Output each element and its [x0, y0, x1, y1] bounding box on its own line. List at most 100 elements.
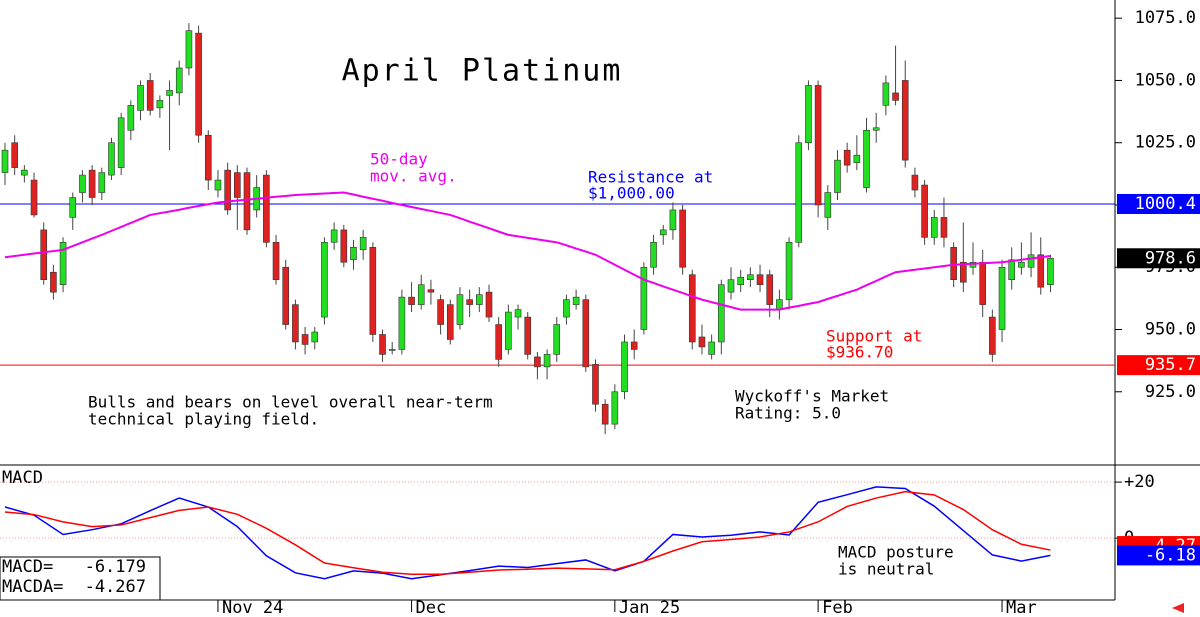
candle-body: [582, 299, 590, 368]
candle-body: [563, 299, 570, 318]
candle-body: [156, 100, 164, 109]
level-value: 1000.4: [1135, 194, 1196, 214]
candle-body: [117, 117, 125, 168]
macd-panel-title: MACD: [2, 468, 43, 488]
candle-body: [40, 229, 48, 280]
x-tick-label: Mar: [1006, 598, 1037, 617]
level-value-box: [1117, 355, 1200, 376]
macd-line: [4, 486, 1051, 580]
candle-body: [1018, 261, 1025, 268]
candle-body: [146, 80, 154, 111]
y-tick-label: 925.0: [1145, 382, 1196, 402]
candle-body: [398, 296, 406, 350]
candle-body: [679, 209, 686, 268]
x-tick-label: Dec: [416, 598, 447, 617]
candle-body: [621, 341, 628, 393]
y-tick-label: +20: [1124, 472, 1155, 492]
macd-line: [4, 490, 1051, 575]
candle-body: [272, 242, 280, 280]
candle-body: [359, 237, 367, 251]
candle-body: [601, 403, 609, 425]
plot: 925.0950.0975.01000.01025.01050.01075.0+…: [0, 8, 1200, 617]
candle-body: [514, 309, 522, 318]
candle-body: [795, 142, 803, 243]
candle-body: [388, 349, 396, 351]
candle-body: [766, 274, 774, 305]
candle-body: [824, 192, 832, 218]
candle-body: [892, 92, 899, 101]
candle-body: [427, 289, 435, 293]
candle-body: [127, 105, 135, 131]
candle-body: [524, 316, 532, 355]
candle-body: [747, 274, 754, 280]
candle-body: [727, 279, 735, 293]
candle-body: [301, 334, 309, 345]
candle-body: [1027, 254, 1035, 268]
annotation: Rating: 5.0: [735, 404, 841, 423]
candle-body: [446, 304, 454, 340]
candle-body: [534, 356, 541, 368]
candle-body: [185, 30, 193, 69]
candle-body: [330, 229, 338, 243]
candle-body: [350, 247, 357, 261]
candle-body: [650, 242, 657, 268]
candle-body: [108, 142, 115, 176]
candle-body: [417, 284, 425, 305]
candle-body: [989, 316, 996, 355]
candle-body: [979, 261, 986, 305]
candle-body: [698, 336, 706, 348]
arrow-icon[interactable]: [1172, 603, 1184, 613]
candle-body: [756, 274, 764, 285]
candle-body: [224, 169, 231, 211]
candle-body: [1, 149, 9, 173]
candle-body: [379, 334, 386, 355]
y-tick-label: 1075.0: [1135, 8, 1196, 28]
candle-body: [930, 217, 938, 238]
moving-average: [4, 191, 1051, 311]
candle-body: [785, 242, 793, 300]
candle-body: [630, 341, 638, 350]
candle-body: [718, 284, 725, 343]
candle-body: [204, 134, 212, 181]
x-tick-label: Nov 24: [222, 598, 283, 617]
candle-body: [776, 299, 783, 310]
readout-value: -6.179: [85, 557, 146, 577]
candle-body: [311, 331, 319, 343]
candle-body: [882, 82, 890, 106]
level-value: 935.7: [1145, 355, 1196, 375]
candle-body: [137, 85, 144, 111]
candle-body: [98, 172, 106, 193]
macd-note: MACD posture: [838, 543, 954, 562]
level-label: $936.70: [826, 343, 893, 362]
candle-body: [30, 179, 38, 216]
candle-body: [1008, 259, 1016, 280]
candle-body: [243, 172, 251, 231]
x-tick-label: Jan 25: [619, 598, 680, 617]
candle-body: [640, 266, 648, 330]
candle-body: [960, 261, 967, 283]
annotation: Bulls and bears on level overall near-te…: [88, 393, 493, 412]
candle-body: [214, 179, 222, 191]
candle-body: [69, 197, 77, 218]
candle-body: [263, 174, 270, 243]
last-close: 978.6: [1145, 248, 1196, 268]
candle-body: [940, 217, 948, 238]
candle-body: [59, 242, 67, 285]
annotation: 50-day: [370, 150, 428, 169]
candle-body: [234, 172, 241, 198]
candle-body: [998, 266, 1006, 330]
candle-body: [340, 229, 348, 263]
readout-value: -4.267: [85, 577, 146, 597]
candle-body: [437, 299, 444, 325]
level-value-box: [1117, 193, 1200, 214]
chart-title: April Platinum: [342, 54, 623, 89]
y-tick-label: 950.0: [1145, 320, 1196, 340]
candle-body: [863, 129, 870, 188]
macd-note: is neutral: [838, 560, 934, 579]
candle-body: [321, 242, 328, 318]
candle-body: [495, 324, 502, 360]
candle-body: [408, 296, 415, 305]
candle-body: [805, 85, 812, 144]
